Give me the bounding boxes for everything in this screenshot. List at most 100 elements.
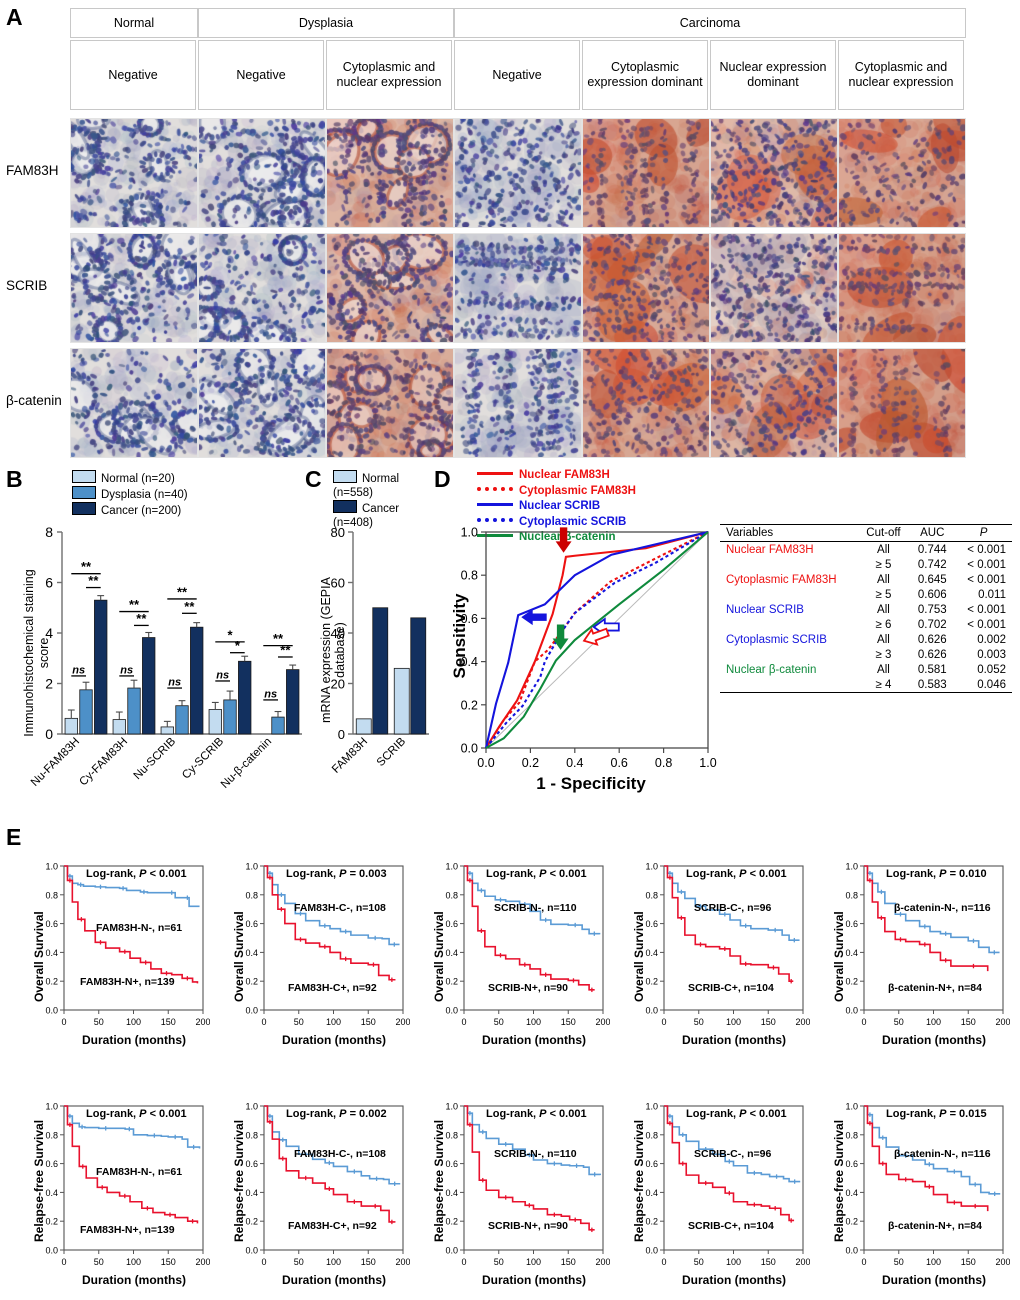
panel-e-survival-curves: E 0.0 0.2 0.4 0.6 0.8 1.0 0 50 100 150 200 Log-rank… [0, 822, 1020, 1300]
panel-a-sub-header: Negative [198, 40, 324, 110]
svg-text:40: 40 [331, 626, 345, 641]
table-cell-auc: 0.753 [917, 603, 947, 616]
legend-label: Cytoplasmic FAM83H [519, 484, 636, 497]
panel-c-legend-item: Normal (n=558) [333, 470, 435, 500]
table-cell-auc: 0.626 [917, 648, 947, 661]
svg-text:0: 0 [661, 1017, 666, 1027]
table-cell-variable [720, 557, 857, 572]
svg-text:0.2: 0.2 [45, 977, 58, 987]
svg-text:0.0: 0.0 [45, 1006, 58, 1016]
km-logrank-title: Log-rank, P < 0.001 [486, 1108, 587, 1120]
panel-a-sub-header: Nuclear expression dominant [710, 40, 836, 110]
svg-text:1.0: 1.0 [461, 526, 478, 540]
svg-text:0.4: 0.4 [245, 948, 258, 958]
km-x-axis-label: Duration (months) [282, 1033, 386, 1047]
km-positive-group-label: FAM83H-N+, n=139 [80, 1224, 175, 1236]
svg-text:200: 200 [795, 1257, 810, 1267]
km-positive-group-label: SCRIB-N+, n=90 [488, 982, 568, 994]
svg-text:50: 50 [894, 1257, 904, 1267]
panel-d-legend-item: Nuclear SCRIB [477, 499, 636, 515]
panel-a-micrograph [70, 233, 198, 343]
svg-text:0.0: 0.0 [445, 1246, 458, 1256]
table-cell-auc: 0.626 [917, 633, 947, 646]
svg-text:0.2: 0.2 [645, 977, 658, 987]
table-cell-p: 0.052 [977, 663, 1006, 676]
km-negative-group-label: β-catenin-N-, n=116 [894, 902, 991, 914]
svg-text:100: 100 [326, 1017, 341, 1027]
svg-text:SCRIB: SCRIB [375, 735, 409, 769]
legend-label: Cytoplasmic SCRIB [519, 515, 627, 528]
km-positive-group-label: β-catenin-N+, n=84 [888, 1220, 982, 1232]
svg-text:0.6: 0.6 [845, 919, 858, 929]
svg-text:0.8: 0.8 [645, 890, 658, 900]
svg-text:1.0: 1.0 [445, 862, 458, 872]
panel-c-legend-item: Cancer (n=408) [333, 500, 435, 530]
svg-text:0.2: 0.2 [45, 1217, 58, 1227]
svg-text:**: ** [184, 599, 195, 614]
svg-text:ns: ns [72, 664, 85, 676]
panel-c-letter: C [305, 466, 322, 492]
svg-text:0.4: 0.4 [645, 1188, 658, 1198]
svg-text:1.0: 1.0 [445, 1102, 458, 1112]
svg-text:1.0: 1.0 [45, 862, 58, 872]
km-negative-group-label: SCRIB-N-, n=110 [494, 1148, 577, 1160]
svg-text:100: 100 [526, 1257, 541, 1267]
km-y-axis-label: Relapse-free Survival [432, 1119, 446, 1242]
km-negative-group-label: SCRIB-C-, n=96 [694, 902, 772, 914]
svg-text:200: 200 [595, 1257, 610, 1267]
panel-c-y-axis-label: mRNA expression (GEPIA database) [319, 577, 347, 723]
legend-label: Nuclear SCRIB [519, 500, 601, 512]
svg-text:0.0: 0.0 [245, 1246, 258, 1256]
panel-b-plot: 0 2 4 6 8 ** ** ns Nu-FAM83H ** ** ns Cy-FAM83H ** ** n… [0, 518, 310, 818]
svg-text:80: 80 [331, 525, 345, 540]
panel-a-micrograph [454, 348, 582, 458]
panel-b-y-axis-label: Immunohistochemical staining score [22, 569, 51, 737]
svg-text:0.6: 0.6 [645, 1159, 658, 1169]
km-positive-group-label: FAM83H-C+, n=92 [288, 1220, 377, 1232]
panel-a-micrograph [838, 348, 966, 458]
svg-text:150: 150 [361, 1017, 376, 1027]
table-cell-variable: Nuclear β-catenin [726, 663, 817, 676]
km-y-axis-label: Overall Survival [632, 911, 646, 1002]
roc-summary-table: Variables Cut-off AUC P Nuclear FAM83H All 0.7… [720, 524, 1012, 693]
svg-text:0.8: 0.8 [45, 1130, 58, 1140]
panel-c-mrna-chart: C Normal (n=558) Cancer (n=408) 0 20 40 60 80… [305, 462, 435, 822]
svg-text:0.0: 0.0 [445, 1006, 458, 1016]
svg-text:0.0: 0.0 [45, 1246, 58, 1256]
svg-text:0.6: 0.6 [461, 612, 478, 626]
table-row: ≥ 3 0.626 0.003 [720, 647, 1012, 662]
svg-text:0.8: 0.8 [445, 1130, 458, 1140]
svg-text:20: 20 [331, 677, 345, 692]
km-positive-group-label: SCRIB-C+, n=104 [688, 1220, 774, 1232]
panel-a-sub-header: Negative [70, 40, 196, 110]
km-logrank-title: Log-rank, P < 0.001 [686, 1108, 787, 1120]
svg-text:100: 100 [926, 1017, 941, 1027]
table-cell-cutoff: All [877, 633, 890, 646]
panel-b-letter: B [6, 466, 23, 492]
svg-text:0.2: 0.2 [245, 977, 258, 987]
svg-text:200: 200 [395, 1257, 410, 1267]
panel-a-micrograph [710, 348, 838, 458]
table-row: Cytoplasmic FAM83H All 0.645 < 0.001 [720, 572, 1012, 587]
km-plot: 0.0 0.2 0.4 0.6 0.8 1.0 0 50 100 150 200 Log-rank, … [818, 1090, 1010, 1300]
panel-a-micrograph [70, 348, 198, 458]
svg-text:50: 50 [94, 1257, 104, 1267]
svg-text:100: 100 [526, 1017, 541, 1027]
km-x-axis-label: Duration (months) [82, 1033, 186, 1047]
legend-label: Cancer (n=408) [333, 503, 400, 529]
svg-text:*: * [235, 638, 241, 653]
km-y-axis-label: Relapse-free Survival [832, 1119, 846, 1242]
panel-a-micrograph [838, 118, 966, 228]
svg-text:50: 50 [494, 1257, 504, 1267]
table-cell-auc: 0.645 [917, 573, 947, 586]
svg-text:0: 0 [661, 1257, 666, 1267]
svg-text:*: * [227, 627, 233, 642]
svg-text:1.0: 1.0 [45, 1102, 58, 1112]
table-row: Nuclear SCRIB All 0.753 < 0.001 [720, 602, 1012, 617]
svg-text:200: 200 [995, 1017, 1010, 1027]
svg-text:200: 200 [595, 1017, 610, 1027]
km-logrank-title: Log-rank, P < 0.001 [686, 868, 787, 880]
km-y-axis-label: Overall Survival [32, 911, 46, 1002]
svg-text:0.4: 0.4 [245, 1188, 258, 1198]
panel-a-micrograph [326, 348, 454, 458]
